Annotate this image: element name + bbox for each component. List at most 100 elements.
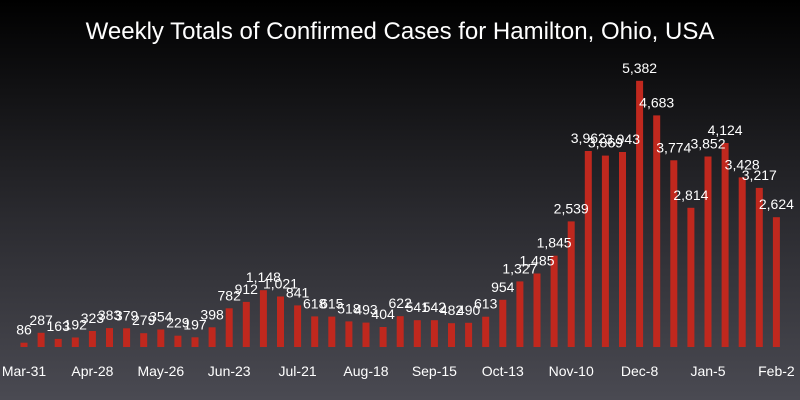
value-label-6: 379 [115,307,139,323]
bar-15 [277,296,284,347]
value-label-2: 163 [47,318,71,334]
x-axis-ticks: Mar-31 Apr-28 May-26 Jun-23 Jul-21 Aug-18 Sep-… [2,363,795,379]
value-label-42: 3,428 [725,156,760,172]
x-tick-label-10: Jan-5 [690,363,725,379]
bar-24 [430,320,438,347]
value-label-22: 622 [389,295,413,311]
bar-20 [362,322,370,347]
bar-44 [772,217,780,347]
bar-9 [174,335,182,347]
bar-6 [123,328,131,347]
bar-13 [242,301,250,347]
bar-25 [448,323,455,347]
x-tick-label-2: May-26 [137,363,184,379]
bar-14 [259,290,267,347]
bar-16 [294,305,302,347]
x-tick-label-4: Jul-21 [279,363,317,379]
value-label-37: 4,683 [639,94,674,110]
bar-7 [140,333,148,347]
x-tick-label-6: Sep-15 [412,363,457,379]
value-label-35: 3,943 [605,131,640,147]
value-label-27: 613 [474,296,498,312]
x-tick-label-7: Oct-13 [482,363,524,379]
bar-32 [567,221,575,347]
value-label-13: 912 [235,281,259,297]
bar-4 [88,331,96,347]
value-label-12: 782 [218,287,242,303]
bar-5 [106,328,113,347]
x-tick-label-9: Dec-8 [621,363,659,379]
x-tick-label-3: Jun-23 [208,363,251,379]
value-label-25: 482 [440,302,464,318]
value-label-36: 5,382 [622,60,657,76]
bar-1 [37,332,45,347]
value-label-41: 4,124 [708,122,743,138]
value-label-16: 841 [286,284,310,300]
value-label-3: 192 [64,317,88,333]
x-tick-label-0: Mar-31 [2,363,47,379]
value-label-15: 1,021 [263,276,298,292]
value-label-24: 542 [423,299,447,315]
value-label-10: 197 [183,316,207,332]
value-label-9: 229 [166,315,190,331]
bar-17 [311,316,319,347]
bar-37 [653,115,661,348]
bar-34 [601,155,609,347]
bar-30 [533,273,541,347]
bar-38 [670,160,678,347]
value-label-26: 490 [457,302,481,318]
bar-3 [71,337,79,347]
value-label-34: 3,869 [588,135,623,151]
x-tick-label-8: Nov-10 [549,363,594,379]
bar-36 [636,80,644,348]
value-label-1: 287 [29,312,53,328]
bar-8 [157,329,165,347]
bar-10 [191,337,199,347]
value-label-20: 493 [354,302,378,318]
value-label-38: 3,774 [656,139,691,155]
value-label-30: 1,485 [519,253,554,269]
bar-23 [413,320,421,347]
bar-40 [704,156,712,347]
value-label-43: 3,217 [742,167,777,183]
bar-29 [516,281,524,347]
chart-title: Weekly Totals of Confirmed Cases for Ham… [85,18,715,45]
value-label-18: 615 [320,296,344,312]
bar-21 [379,327,387,347]
bar-39 [687,207,695,347]
value-label-33: 3,962 [571,130,606,146]
bar-11 [208,327,216,347]
value-label-8: 354 [149,309,173,325]
bar-31 [550,255,558,347]
value-label-29: 1,327 [502,260,537,276]
bars-group [20,80,780,348]
value-label-32: 2,539 [554,200,589,216]
value-label-19: 518 [337,300,361,316]
value-label-11: 398 [200,306,224,322]
bar-35 [619,152,626,347]
x-tick-label-11: Feb-2 [758,363,795,379]
value-label-4: 323 [81,310,105,326]
value-label-0: 86 [16,322,32,338]
bar-41 [721,143,729,347]
value-label-44: 2,624 [759,196,794,212]
x-tick-label-5: Aug-18 [343,363,388,379]
bar-28 [499,299,507,347]
bar-33 [584,151,592,347]
x-tick-label-1: Apr-28 [71,363,113,379]
value-label-21: 404 [371,306,395,322]
bar-0 [20,342,28,347]
value-label-39: 2,814 [673,187,708,203]
value-label-23: 541 [406,299,430,315]
value-label-28: 954 [491,279,515,295]
value-label-40: 3,852 [690,136,725,152]
bar-19 [345,321,353,347]
bar-18 [328,316,336,347]
bar-42 [738,177,746,347]
value-label-5: 383 [98,307,122,323]
bar-2 [54,338,62,347]
bar-27 [482,316,490,347]
